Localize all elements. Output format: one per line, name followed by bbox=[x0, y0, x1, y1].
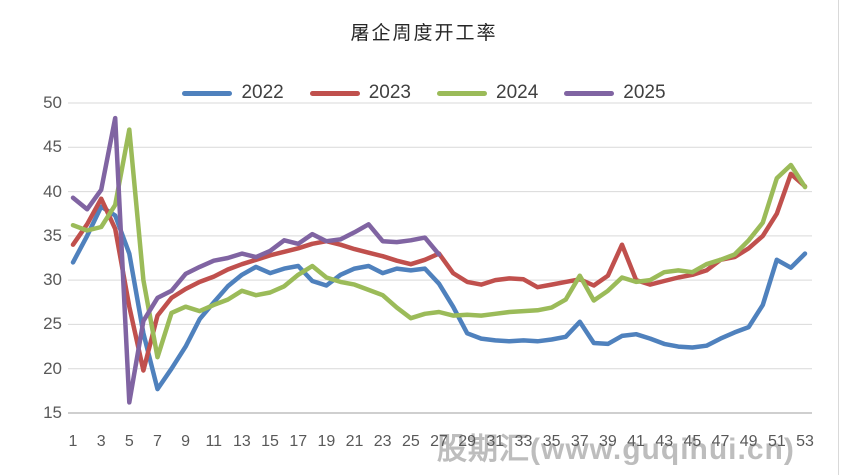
series-line-2025 bbox=[70, 115, 442, 405]
x-tick-label: 25 bbox=[401, 433, 420, 450]
y-tick-label: 35 bbox=[43, 225, 62, 245]
x-tick-label: 31 bbox=[486, 433, 505, 450]
x-tick-label: 51 bbox=[767, 433, 786, 450]
legend-item-2024: 2024 bbox=[437, 82, 538, 104]
x-tick-label: 11 bbox=[205, 433, 223, 450]
y-tick-label: 40 bbox=[43, 181, 62, 201]
x-tick-label: 43 bbox=[655, 433, 674, 450]
y-tick-label: 30 bbox=[43, 270, 62, 290]
legend-label-2022: 2022 bbox=[241, 82, 284, 103]
chart-legend: 2022 2023 2024 2025 bbox=[0, 82, 848, 104]
x-tick-label: 19 bbox=[317, 433, 336, 450]
y-tick-label: 15 bbox=[43, 403, 62, 422]
x-tick-label: 21 bbox=[345, 433, 364, 450]
x-tick-label: 47 bbox=[711, 433, 730, 450]
legend-swatch-2025 bbox=[564, 90, 615, 96]
x-tick-label: 17 bbox=[289, 433, 308, 450]
x-tick-label: 49 bbox=[739, 433, 758, 450]
x-tick-label: 53 bbox=[796, 433, 814, 450]
series-line-2024 bbox=[70, 127, 808, 360]
legend-swatch-2024 bbox=[437, 90, 487, 96]
x-tick-label: 45 bbox=[683, 433, 702, 450]
x-tick-label: 15 bbox=[261, 433, 279, 450]
x-tick-label: 1 bbox=[68, 433, 78, 450]
x-tick-label: 7 bbox=[153, 433, 162, 450]
legend-swatch-2022 bbox=[182, 90, 233, 96]
x-tick-label: 3 bbox=[96, 433, 106, 450]
y-tick-label: 20 bbox=[43, 358, 62, 378]
x-tick-label: 29 bbox=[458, 433, 477, 450]
x-tick-label: 5 bbox=[124, 433, 134, 450]
x-tick-label: 37 bbox=[570, 433, 589, 450]
watermark-text: 股期汇(www.guqihui.cn) bbox=[437, 433, 795, 466]
legend-label-2024: 2024 bbox=[496, 82, 539, 103]
x-tick-label: 9 bbox=[181, 433, 191, 450]
x-tick-label: 13 bbox=[233, 433, 251, 450]
chart-right-border bbox=[838, 0, 839, 475]
legend-label-2023: 2023 bbox=[368, 82, 411, 103]
x-tick-label: 33 bbox=[514, 433, 533, 450]
x-tick-label: 23 bbox=[373, 433, 392, 450]
x-tick-label: 39 bbox=[599, 433, 617, 450]
y-tick-label: 45 bbox=[43, 137, 62, 157]
legend-item-2023: 2023 bbox=[309, 82, 411, 104]
legend-item-2025: 2025 bbox=[564, 82, 666, 104]
x-tick-label: 35 bbox=[542, 433, 561, 450]
chart-title: 屠企周度开工率 bbox=[350, 22, 498, 44]
legend-swatch-2023 bbox=[309, 90, 360, 96]
y-tick-label: 25 bbox=[43, 314, 62, 334]
series-line-2022 bbox=[70, 204, 808, 392]
legend-item-2022: 2022 bbox=[182, 82, 284, 104]
x-tick-label: 27 bbox=[430, 433, 448, 450]
legend-label-2025: 2025 bbox=[623, 82, 666, 103]
y-tick-label: 50 bbox=[43, 93, 62, 112]
x-tick-label: 41 bbox=[627, 433, 645, 450]
